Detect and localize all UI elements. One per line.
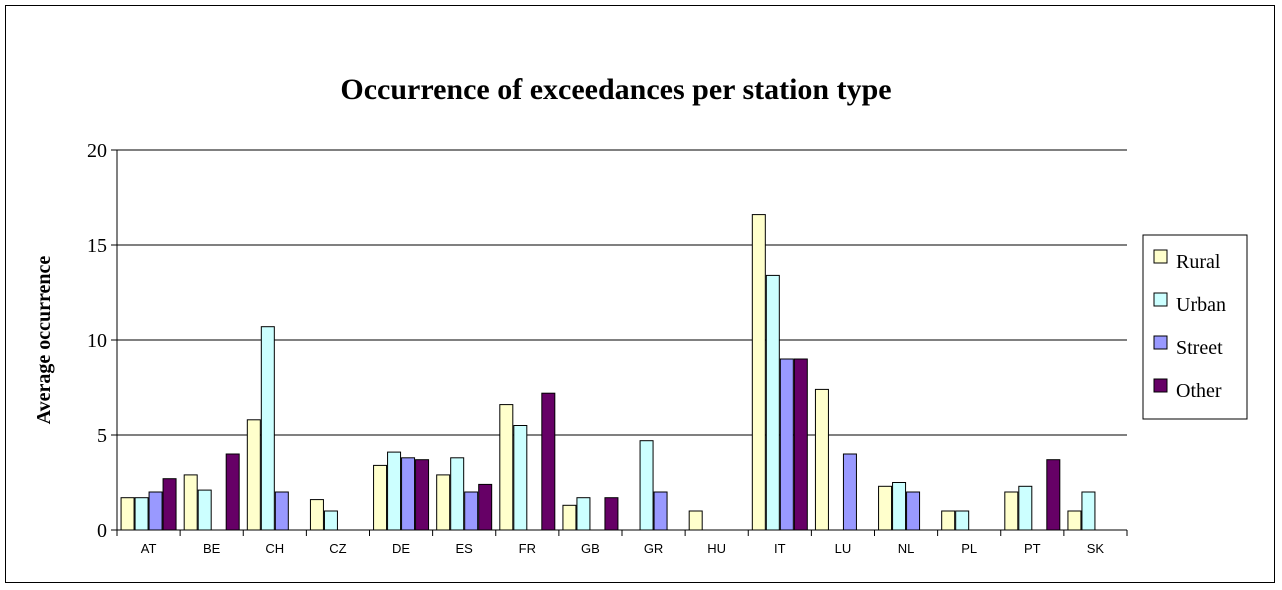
legend-swatch-other — [1153, 378, 1168, 393]
x-tick-label: IT — [774, 541, 786, 556]
y-axis-label: Average occurrence — [33, 256, 55, 425]
legend-label-rural: Rural — [1176, 251, 1221, 273]
bar-urban-nl — [892, 482, 907, 531]
bar-rural-ch — [246, 419, 261, 531]
y-ticks: 0 5 10 15 20 — [87, 140, 117, 542]
bar-rural-it — [751, 214, 766, 531]
bar-urban-fr — [513, 425, 528, 531]
gridlines — [117, 149, 1127, 436]
bars — [120, 214, 1096, 531]
bar-rural-gb — [562, 504, 577, 531]
bar-urban-be — [197, 489, 212, 531]
x-tick-label: CZ — [329, 541, 346, 556]
x-tick-label: NL — [898, 541, 915, 556]
bar-street-nl — [906, 491, 921, 531]
y-tick-label: 10 — [87, 330, 107, 352]
legend-swatch-rural — [1153, 249, 1168, 264]
bar-street-it — [779, 358, 794, 531]
x-tick-label: FR — [519, 541, 536, 556]
bar-rural-de — [373, 464, 388, 531]
y-tick-label: 5 — [97, 425, 107, 447]
bar-urban-gr — [639, 440, 654, 531]
legend-label-urban: Urban — [1176, 294, 1226, 316]
bar-rural-pt — [1004, 491, 1019, 531]
bar-rural-lu — [814, 388, 829, 531]
bar-rural-hu — [688, 510, 703, 531]
x-tick-label: GR — [644, 541, 664, 556]
x-tick-label: PT — [1024, 541, 1041, 556]
bar-rural-at — [120, 497, 135, 531]
bar-urban-at — [134, 497, 149, 531]
bar-urban-sk — [1081, 491, 1096, 531]
bar-urban-es — [450, 457, 465, 531]
x-tick-label: AT — [141, 541, 157, 556]
legend-label-other: Other — [1176, 380, 1222, 402]
x-tick-label: ES — [456, 541, 474, 556]
legend: Rural Urban Street Other — [1142, 234, 1248, 420]
x-tick-label: PL — [961, 541, 977, 556]
bar-other-be — [225, 453, 240, 531]
x-tick-label: DE — [392, 541, 410, 556]
x-tick-label: SK — [1087, 541, 1105, 556]
bar-urban-de — [387, 451, 402, 531]
bar-rural-nl — [878, 485, 893, 531]
bar-other-at — [162, 478, 177, 531]
bar-rural-cz — [309, 499, 324, 531]
bar-other-es — [478, 483, 493, 531]
bar-other-fr — [541, 392, 556, 531]
bar-urban-gb — [576, 497, 591, 531]
legend-label-street: Street — [1176, 337, 1223, 359]
x-ticks: AT BE CH CZ DE ES FR GB GR HU IT LU NL PL PT SK — [116, 530, 1128, 556]
bar-street-ch — [274, 491, 289, 531]
bar-street-at — [148, 491, 163, 531]
bar-other-it — [793, 358, 808, 531]
bar-rural-fr — [499, 404, 514, 531]
bar-other-de — [415, 459, 430, 531]
bar-urban-pt — [1018, 485, 1033, 531]
bar-rural-es — [436, 474, 451, 531]
bar-other-pt — [1046, 459, 1061, 531]
bar-street-lu — [842, 453, 857, 531]
bar-rural-sk — [1067, 510, 1082, 531]
x-tick-label: GB — [581, 541, 600, 556]
bar-street-de — [401, 457, 416, 531]
x-tick-label: BE — [203, 541, 221, 556]
y-tick-label: 15 — [87, 235, 107, 257]
bar-urban-cz — [323, 510, 338, 531]
bar-urban-pl — [955, 510, 970, 531]
legend-swatch-street — [1153, 335, 1168, 350]
bar-other-gb — [604, 497, 619, 531]
bar-rural-pl — [941, 510, 956, 531]
chart-title: Occurrence of exceedances per station ty… — [340, 73, 891, 106]
y-tick-label: 0 — [97, 520, 107, 542]
x-tick-label: HU — [707, 541, 726, 556]
bar-street-es — [464, 491, 479, 531]
y-tick-label: 20 — [87, 140, 107, 162]
bar-urban-it — [765, 274, 780, 531]
x-tick-label: LU — [835, 541, 852, 556]
x-tick-label: CH — [265, 541, 284, 556]
legend-swatch-urban — [1153, 292, 1168, 307]
bar-urban-ch — [260, 326, 275, 531]
bar-rural-be — [183, 474, 198, 531]
bar-street-gr — [653, 491, 668, 531]
